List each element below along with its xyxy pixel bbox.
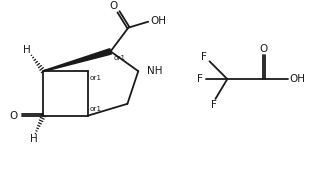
Text: or1: or1: [113, 55, 126, 61]
Text: or1: or1: [90, 75, 102, 81]
Text: O: O: [110, 1, 118, 11]
Polygon shape: [43, 49, 112, 72]
Text: OH: OH: [290, 74, 306, 84]
Text: OH: OH: [150, 16, 166, 26]
Text: O: O: [260, 44, 268, 54]
Text: H: H: [23, 45, 31, 55]
Text: O: O: [10, 111, 18, 121]
Text: or1: or1: [90, 106, 102, 112]
Text: F: F: [201, 52, 207, 62]
Text: F: F: [197, 74, 203, 84]
Text: NH: NH: [147, 66, 163, 76]
Text: H: H: [30, 134, 37, 144]
Text: F: F: [211, 100, 216, 110]
